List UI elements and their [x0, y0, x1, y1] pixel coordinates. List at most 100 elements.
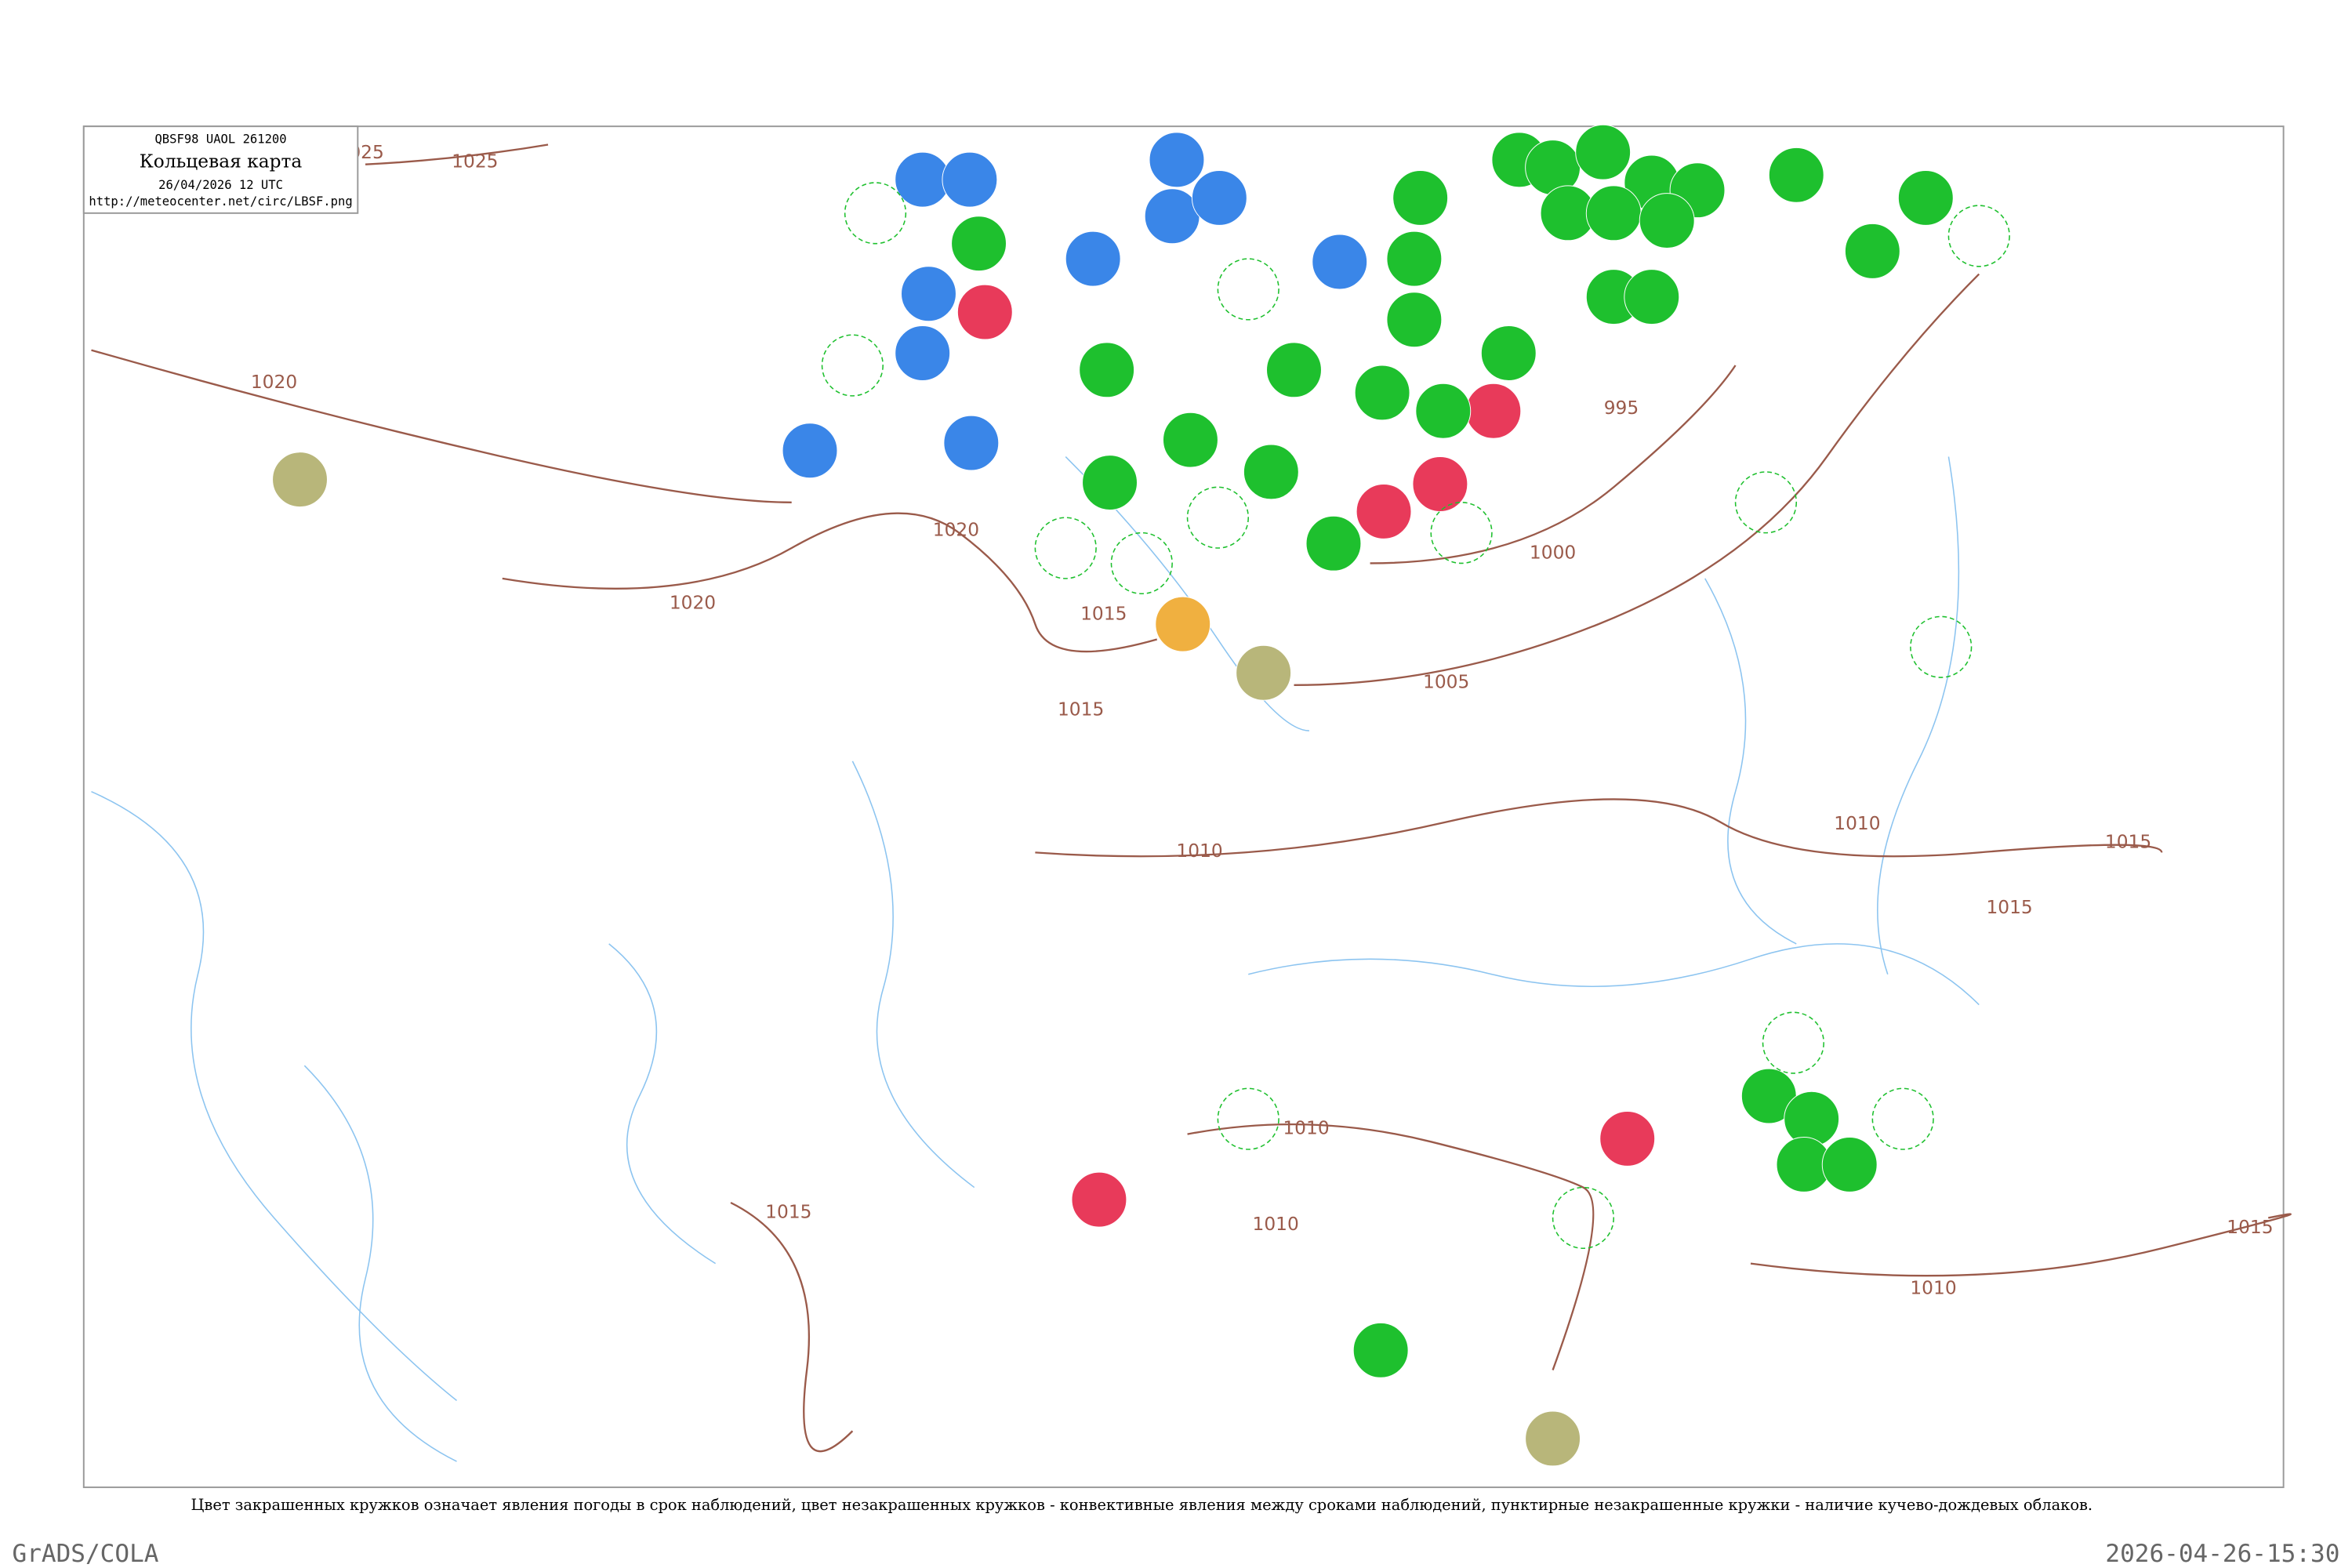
- isobar-label: 1015: [1986, 897, 2032, 918]
- isobar: [502, 512, 1158, 653]
- isobar-label: 1010: [1283, 1118, 1329, 1139]
- isobar-label: 1015: [2105, 832, 2151, 853]
- isobar: [1294, 273, 1980, 686]
- isobar-label: 1005: [1423, 672, 1469, 693]
- weather-circle: [1821, 1137, 1878, 1192]
- weather-circle: [1082, 455, 1138, 510]
- footer-right: 2026-04-26-15:30: [2105, 1540, 2339, 1568]
- cb-circle: [1430, 502, 1493, 564]
- isobar: [1035, 798, 2163, 858]
- weather-circle: [1144, 188, 1200, 245]
- weather-circle: [1149, 132, 1205, 188]
- cb-circle: [844, 182, 907, 245]
- weather-circle: [943, 415, 1000, 471]
- header-url: http://meteocenter.net/circ/LBSF.png: [89, 194, 352, 209]
- isobar-label: 1025: [452, 151, 498, 172]
- isobar-label: 1010: [1176, 840, 1222, 862]
- isobar-label: 1015: [1058, 699, 1104, 720]
- isobar: [1187, 1123, 1595, 1370]
- isobar-label: 995: [1604, 397, 1639, 419]
- header-frame: [82, 125, 359, 214]
- weather-circle: [1191, 169, 1247, 226]
- header-code: QBSF98 UAOL 261200: [154, 132, 286, 147]
- weather-circle: [895, 325, 951, 381]
- weather-circle: [1624, 269, 1680, 325]
- rivers: [91, 456, 1980, 1462]
- river: [91, 790, 458, 1402]
- weather-circle: [1599, 1110, 1656, 1167]
- weather-circle: [1575, 124, 1632, 180]
- weather-circle: [901, 266, 956, 322]
- header-box: QBSF98 UAOL 261200 Кольцевая карта 26/04…: [82, 125, 359, 214]
- isobar-labels: 1025 102510201020102010151015101010101010…: [251, 142, 2274, 1299]
- isobar-label: 1020: [933, 519, 979, 540]
- cb-circle: [1217, 258, 1279, 321]
- weather-circle: [1155, 596, 1211, 652]
- cb-circle: [1552, 1186, 1615, 1250]
- isobars: [91, 143, 2292, 1453]
- weather-circle: [1079, 342, 1135, 398]
- isobar: [1750, 1213, 2292, 1277]
- isobar-label: 1010: [1834, 813, 1880, 834]
- footer-left: GrADS/COLA: [13, 1540, 159, 1568]
- cb-circle: [1762, 1011, 1824, 1074]
- weather-circle: [1266, 342, 1322, 398]
- isobar-label: 1015: [765, 1201, 811, 1222]
- weather-circle: [1236, 644, 1292, 701]
- weather-circle: [1392, 169, 1449, 226]
- isobar: [365, 143, 549, 165]
- isobar-label: 1020: [670, 593, 716, 614]
- weather-circle: [1639, 193, 1695, 249]
- isobar-label: 1020: [251, 372, 297, 393]
- weather-circle: [895, 151, 951, 208]
- cb-circle: [1947, 205, 2010, 267]
- river: [1877, 456, 1960, 975]
- weather-circle: [1844, 223, 1900, 279]
- isobar-label: 1015: [2227, 1217, 2273, 1238]
- isobar-label: 1000: [1530, 543, 1576, 564]
- weather-circle: [1465, 383, 1522, 439]
- weather-circle: [272, 452, 328, 508]
- weather-circle: [1243, 444, 1299, 500]
- cb-circle: [1217, 1087, 1279, 1150]
- weather-circle: [1352, 1322, 1409, 1378]
- cb-circle: [1186, 486, 1250, 549]
- cb-circle: [1110, 532, 1173, 595]
- river: [1704, 578, 1797, 945]
- cb-circle: [1871, 1087, 1934, 1150]
- weather-circles: [272, 124, 2010, 1467]
- cb-circle: [821, 334, 884, 397]
- weather-circle: [1354, 365, 1410, 421]
- isobar: [91, 349, 792, 503]
- caption: Цвет закрашенных кружков означает явлени…: [191, 1496, 2093, 1514]
- weather-circle: [1525, 1410, 1581, 1467]
- river: [303, 1065, 457, 1462]
- header-title: Кольцевая карта: [140, 151, 303, 172]
- river: [608, 943, 717, 1265]
- weather-circle: [1897, 169, 1954, 226]
- river: [1248, 943, 1980, 1006]
- isobar-label: 1015: [1080, 603, 1127, 624]
- map-frame: [82, 125, 2285, 1489]
- cb-circle: [1034, 517, 1097, 579]
- cb-circle: [1734, 471, 1798, 534]
- weather-circle: [1412, 456, 1468, 512]
- weather-circle: [1356, 483, 1412, 539]
- weather-circle: [951, 216, 1007, 272]
- weather-circle: [942, 151, 998, 208]
- weather-circle: [1312, 234, 1368, 290]
- weather-circle: [1305, 515, 1362, 572]
- river: [851, 760, 975, 1189]
- weather-circle: [1415, 383, 1472, 439]
- weather-circle: [1768, 147, 1824, 203]
- weather-circle: [956, 284, 1013, 340]
- isobar-label: 1010: [1910, 1277, 1956, 1298]
- weather-circle: [1386, 292, 1443, 348]
- isobar-label: 1010: [1253, 1214, 1299, 1235]
- weather-circle: [1065, 230, 1121, 287]
- weather-circle: [1386, 230, 1443, 287]
- weather-circle: [1480, 325, 1537, 381]
- weather-circle: [782, 423, 838, 479]
